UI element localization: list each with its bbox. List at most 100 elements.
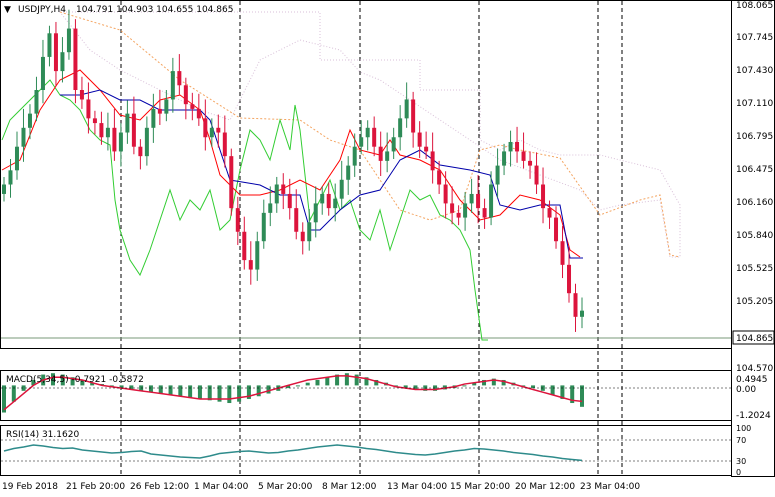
candle-body xyxy=(541,184,546,209)
candle-body xyxy=(580,310,584,317)
macd-bar xyxy=(227,385,232,404)
candle-body xyxy=(469,193,474,204)
rsi-tick: 70 xyxy=(736,436,746,445)
candle-body xyxy=(352,146,357,166)
macd-bar xyxy=(580,385,584,407)
candle-body xyxy=(105,127,110,138)
candle-body xyxy=(365,127,370,138)
vertical-gridlines xyxy=(120,1,623,476)
candle-body xyxy=(222,132,227,157)
macd-bar xyxy=(60,374,65,386)
macd-bar xyxy=(344,373,349,386)
candle-body xyxy=(27,113,32,128)
candle-body xyxy=(8,170,13,185)
candle-body xyxy=(385,151,390,161)
candle-body xyxy=(190,104,195,109)
candle-body xyxy=(313,203,318,223)
macd-bar xyxy=(119,385,124,389)
candle-body xyxy=(450,203,455,213)
candle-body xyxy=(34,90,39,114)
candle-body xyxy=(242,231,247,261)
candle-body xyxy=(53,33,58,72)
candle-body xyxy=(372,127,377,147)
macd-bar xyxy=(531,385,536,389)
candle-body xyxy=(398,118,403,138)
chikou-span-line xyxy=(1,79,488,341)
macd-bar xyxy=(256,385,261,397)
rsi-line xyxy=(3,444,583,462)
macd-bar xyxy=(286,385,291,389)
symbol-label: USDJPY,H4 xyxy=(18,5,66,15)
candle-body xyxy=(547,208,552,218)
time-axis: 19 Feb 2018 21 Feb 20:00 26 Feb 12:00 1 … xyxy=(2,482,640,492)
price-axis: 108.065 107.745 107.430 107.110 106.795 … xyxy=(732,1,775,374)
price-tick: 107.430 xyxy=(736,66,773,76)
candle-body xyxy=(521,151,526,161)
candle-body xyxy=(281,184,286,194)
macd-bar xyxy=(521,385,526,387)
candle-body xyxy=(79,90,84,100)
macd-bar xyxy=(315,379,320,386)
macd-bar xyxy=(374,379,379,386)
candle-body xyxy=(378,146,383,161)
time-label: 21 Feb 20:00 xyxy=(66,482,125,492)
current-price-label: 104.865 xyxy=(736,334,773,344)
candle-body xyxy=(14,146,19,171)
time-label: 20 Mar 12:00 xyxy=(515,482,575,492)
macd-bar xyxy=(413,385,418,390)
macd-bar xyxy=(354,374,359,386)
macd-bar xyxy=(197,385,202,399)
macd-bar xyxy=(433,385,438,391)
candle-body xyxy=(125,113,130,133)
macd-bar xyxy=(335,374,340,386)
candle-body xyxy=(196,108,201,119)
candle-body xyxy=(274,184,279,204)
macd-bar xyxy=(550,385,555,395)
candle-body xyxy=(235,208,240,232)
candle-body xyxy=(463,203,468,218)
candle-body xyxy=(320,193,325,204)
candle-body xyxy=(430,151,435,171)
candle-body xyxy=(131,113,136,147)
macd-bar xyxy=(482,379,487,386)
candle-body xyxy=(209,127,214,138)
macd-bar xyxy=(90,382,95,386)
candle-body xyxy=(495,165,500,185)
candle-body xyxy=(216,127,221,133)
macd-bar xyxy=(129,385,134,390)
candle-body xyxy=(60,52,65,72)
price-tick: 104.570 xyxy=(736,364,773,374)
chart-collapse-icon[interactable]: ▼ xyxy=(4,5,11,15)
candle-body xyxy=(248,260,253,270)
candle-body xyxy=(66,28,71,53)
candle-body xyxy=(573,293,578,317)
candle-body xyxy=(534,165,539,185)
candle-body xyxy=(508,141,513,152)
candle-body xyxy=(183,85,188,105)
candle-body xyxy=(86,99,91,119)
candle-body xyxy=(118,132,123,152)
candle-body xyxy=(307,222,312,242)
macd-bar xyxy=(364,377,369,386)
candle-body xyxy=(476,193,481,209)
macd-bar xyxy=(501,379,506,386)
price-tick: 105.525 xyxy=(736,264,773,274)
candle-body xyxy=(417,132,422,147)
time-label: 23 Mar 04:00 xyxy=(580,482,640,492)
ohlc-values: 104.791 104.903 104.655 104.865 xyxy=(76,5,233,15)
candle-body xyxy=(326,193,331,209)
macd-bar xyxy=(472,382,477,386)
macd-tick: 0.4945 xyxy=(736,375,768,385)
rsi-tick: 0 xyxy=(736,468,741,477)
candle-body xyxy=(268,203,273,213)
macd-bar xyxy=(560,385,565,399)
time-label: 8 Mar 12:00 xyxy=(322,482,377,492)
macd-bar xyxy=(462,385,467,387)
macd-bar xyxy=(266,385,271,394)
candle-body xyxy=(404,99,409,119)
candle-body xyxy=(515,141,520,152)
candle-body xyxy=(482,208,487,218)
candle-body xyxy=(21,127,26,147)
candle-body xyxy=(40,56,45,90)
